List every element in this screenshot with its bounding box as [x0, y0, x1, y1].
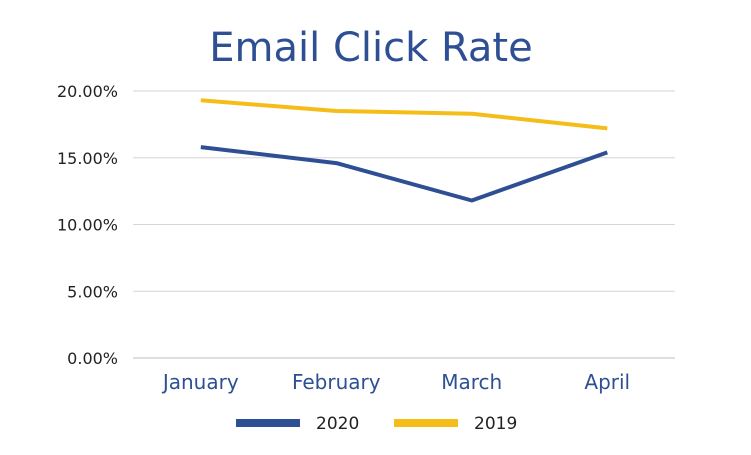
y-tick-label: 15.00% — [57, 149, 118, 168]
legend-label-2020: 2020 — [316, 414, 359, 434]
series-lines — [200, 98, 608, 203]
y-tick-label: 20.00% — [57, 82, 118, 101]
legend-swatch-2020 — [236, 419, 300, 427]
legend-swatch-2019 — [394, 419, 458, 427]
legend: 2020 2019 — [236, 414, 517, 434]
series-line-2020 — [200, 145, 608, 203]
x-category-label: March — [441, 370, 502, 394]
legend-label-2019: 2019 — [474, 414, 517, 434]
y-tick-label: 0.00% — [67, 349, 118, 368]
x-category-label: February — [292, 370, 381, 394]
x-axis-category-labels: January February March April — [161, 370, 630, 394]
x-category-label: January — [161, 370, 239, 394]
series-line-2019 — [200, 98, 608, 131]
y-axis-tick-labels: 0.00% 5.00% 10.00% 15.00% 20.00% — [57, 82, 118, 368]
x-category-label: April — [584, 370, 630, 394]
y-tick-label: 10.00% — [57, 216, 118, 235]
chart-title: Email Click Rate — [209, 25, 532, 71]
y-tick-label: 5.00% — [67, 282, 118, 301]
gridlines — [133, 90, 675, 359]
